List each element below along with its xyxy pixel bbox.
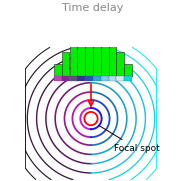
Text: Focal spot: Focal spot <box>99 125 159 153</box>
Bar <box>77 28 85 76</box>
Bar <box>77 76 85 81</box>
Bar <box>54 64 62 76</box>
Bar <box>116 76 124 81</box>
Bar <box>85 16 93 76</box>
Bar <box>62 52 69 76</box>
Bar <box>70 76 77 81</box>
Bar <box>93 76 101 81</box>
Bar <box>62 76 70 81</box>
Bar <box>109 40 116 76</box>
Bar <box>124 76 132 81</box>
Bar <box>124 64 132 76</box>
Bar <box>70 40 77 76</box>
Bar <box>85 76 93 81</box>
Bar <box>101 76 108 81</box>
Bar <box>93 16 101 76</box>
Bar <box>108 76 116 81</box>
Bar <box>54 76 62 81</box>
Bar <box>116 52 124 76</box>
Bar <box>101 28 108 76</box>
Text: Time delay: Time delay <box>62 3 124 13</box>
